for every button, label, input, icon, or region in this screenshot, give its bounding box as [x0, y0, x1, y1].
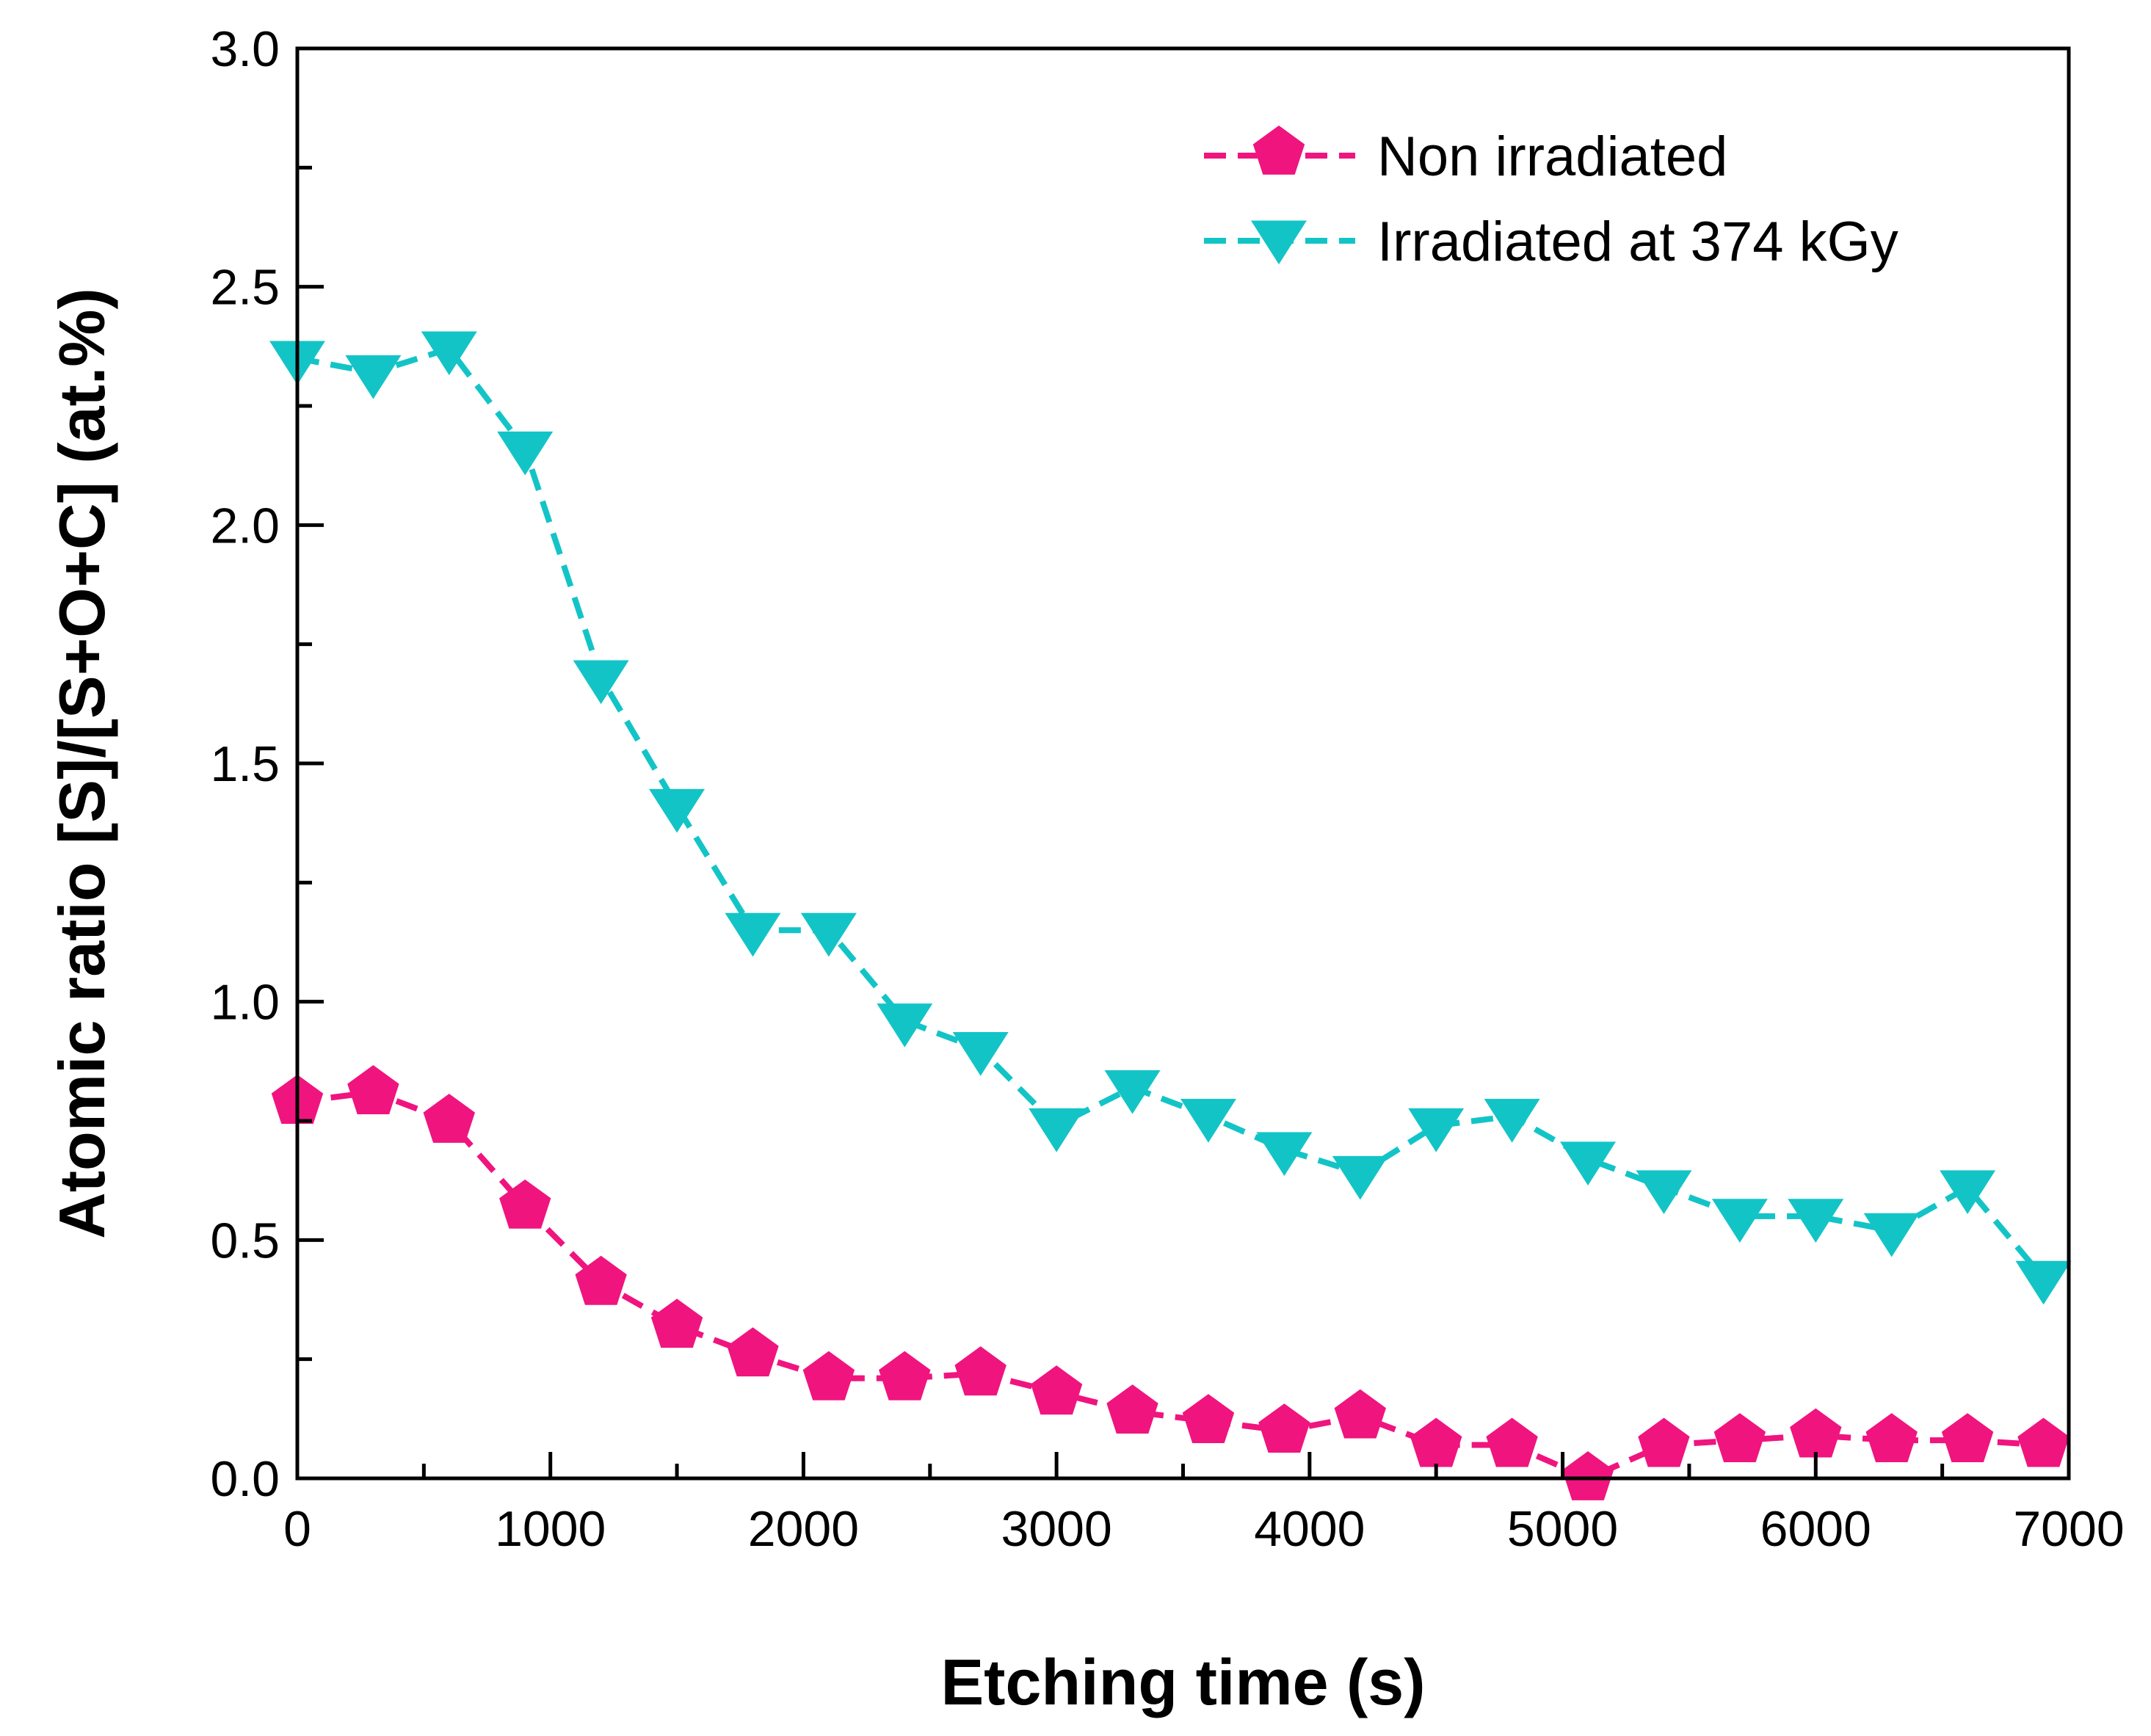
y-tick-label: 0.0: [210, 1451, 280, 1507]
y-tick-label: 2.0: [210, 498, 280, 553]
x-tick-label: 1000: [495, 1501, 606, 1557]
x-tick-label: 3000: [1001, 1501, 1112, 1557]
data-point: [2017, 1417, 2070, 1467]
data-point: [347, 1065, 399, 1114]
data-point: [499, 1179, 551, 1229]
data-point: [1334, 1389, 1386, 1439]
data-point: [725, 912, 781, 957]
x-tick-label: 4000: [1254, 1501, 1365, 1557]
data-point: [1332, 1155, 1388, 1200]
data-point: [800, 912, 857, 957]
data-point: [1711, 1199, 1768, 1243]
data-point: [1865, 1413, 1918, 1462]
legend-marker: [1252, 126, 1305, 175]
data-point: [1106, 1384, 1158, 1434]
data-point: [727, 1327, 779, 1377]
data-point: [1029, 1108, 1085, 1152]
series-irradiated-374kgy: [269, 331, 2072, 1305]
y-tick-label: 0.5: [210, 1213, 280, 1268]
series-non-irradiated: [271, 1065, 2070, 1500]
x-tick-label: 6000: [1760, 1501, 1871, 1557]
y-axis: 0.0 0.5 1.0 1.5 2.0 2.5 3.0: [210, 21, 324, 1507]
data-point: [1256, 1132, 1313, 1177]
data-point: [2015, 1260, 2072, 1305]
data-point: [649, 788, 705, 833]
data-point: [1410, 1417, 1462, 1467]
data-point: [1941, 1413, 1994, 1462]
y-tick-label: 1.5: [210, 736, 280, 792]
x-tick-label: 5000: [1507, 1501, 1618, 1557]
y-axis-title: Atomic ratio [S]/[S+O+C] (at.%): [46, 288, 118, 1239]
x-axis: 0 1000 2000 3000 4000 5000 6000 7000: [283, 1452, 2125, 1557]
data-point: [1182, 1394, 1235, 1443]
data-point: [1638, 1417, 1690, 1467]
x-tick-label: 2000: [748, 1501, 859, 1557]
x-axis-title: Etching time (s): [940, 1646, 1425, 1718]
data-point: [1636, 1170, 1692, 1215]
y-tick-label: 2.5: [210, 260, 280, 316]
data-point: [1560, 1141, 1617, 1186]
data-point: [802, 1351, 855, 1401]
data-point: [1863, 1213, 1920, 1257]
series-line: [297, 345, 2046, 1280]
data-point: [954, 1346, 1006, 1396]
data-point: [1788, 1199, 1844, 1243]
legend-item: Irradiated at 374 kGy: [1204, 211, 1898, 273]
data-point: [879, 1351, 931, 1401]
data-point: [952, 1032, 1009, 1076]
data-point: [1104, 1069, 1161, 1114]
series-layer: [269, 331, 2072, 1500]
data-point: [1031, 1365, 1083, 1415]
data-point: [877, 1003, 933, 1047]
y-tick-label: 3.0: [210, 21, 280, 77]
data-point: [497, 431, 554, 476]
legend-label: Irradiated at 374 kGy: [1377, 211, 1898, 273]
data-point: [1940, 1170, 1996, 1215]
data-point: [421, 331, 477, 376]
legend-marker: [1251, 220, 1307, 265]
data-point: [1408, 1108, 1465, 1152]
data-point: [1258, 1403, 1310, 1453]
data-point: [573, 660, 629, 705]
x-tick-label: 7000: [2013, 1501, 2124, 1557]
legend: Non irradiated Irradiated at 374 kGy: [1204, 126, 1898, 273]
x-tick-label: 0: [283, 1501, 311, 1557]
y-tick-label: 1.0: [210, 975, 280, 1031]
data-point: [1561, 1451, 1614, 1500]
data-point: [650, 1299, 703, 1348]
legend-label: Non irradiated: [1377, 126, 1727, 188]
data-point: [1713, 1413, 1766, 1462]
legend-item: Non irradiated: [1204, 126, 1727, 188]
data-point: [1486, 1417, 1538, 1467]
data-point: [1484, 1098, 1540, 1143]
data-point: [1790, 1408, 1842, 1458]
data-point: [345, 355, 402, 399]
data-point: [1180, 1098, 1236, 1143]
data-point: [575, 1255, 627, 1305]
data-point: [423, 1094, 475, 1143]
